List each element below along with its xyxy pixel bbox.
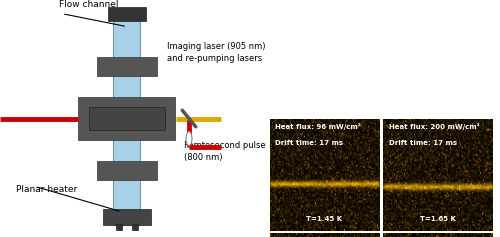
Bar [116,224,121,230]
Text: T=1.65 K: T=1.65 K [420,216,456,222]
Text: Planar heater: Planar heater [16,185,78,194]
Bar [97,57,156,76]
Text: Imaging laser (905 nm)
and re-pumping lasers: Imaging laser (905 nm) and re-pumping la… [168,42,266,63]
Text: Heat flux: 96 mW/cm²: Heat flux: 96 mW/cm² [275,123,361,130]
Text: Flow channel: Flow channel [60,0,119,9]
Bar [102,209,151,225]
Bar [114,12,140,225]
Text: Drift time: 17 ms: Drift time: 17 ms [275,140,343,146]
Text: Heat flux: 200 mW/cm²: Heat flux: 200 mW/cm² [388,123,480,130]
Text: Femtosecond pulse
(800 nm): Femtosecond pulse (800 nm) [184,141,265,162]
Ellipse shape [186,132,192,146]
Bar [89,107,164,130]
Bar [97,161,156,180]
Bar [108,7,146,21]
Text: T=1.45 K: T=1.45 K [306,216,342,222]
Bar [132,224,138,230]
Bar [78,97,176,140]
Text: Drift time: 17 ms: Drift time: 17 ms [388,140,457,146]
